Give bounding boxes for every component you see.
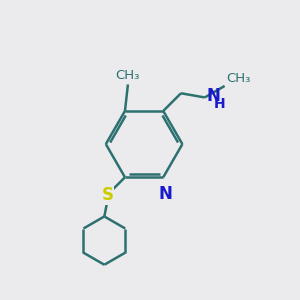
Text: N: N <box>159 184 172 202</box>
Text: CH₃: CH₃ <box>226 71 250 85</box>
Text: CH₃: CH₃ <box>116 69 140 82</box>
Text: N: N <box>206 87 220 105</box>
Text: H: H <box>214 97 226 111</box>
Text: S: S <box>101 186 113 204</box>
